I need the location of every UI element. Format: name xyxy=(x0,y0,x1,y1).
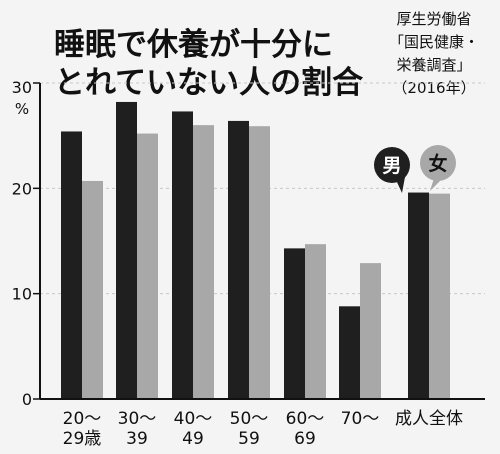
bar xyxy=(305,244,326,399)
x-tick-label: 50〜 xyxy=(230,409,269,429)
bar xyxy=(116,101,137,400)
x-tick-label: 39 xyxy=(126,429,148,449)
legend-label: 女 xyxy=(428,152,447,175)
legend-layer: 男女 xyxy=(374,145,456,193)
source-line-3: 栄養調査」 xyxy=(396,56,472,74)
x-tick-label: 70〜 xyxy=(341,409,380,429)
source-line-2: 「国民健康・ xyxy=(388,33,479,51)
bar xyxy=(360,263,381,399)
x-tick-label: 20〜 xyxy=(63,409,102,429)
y-tick-label: 0 xyxy=(22,390,32,409)
bar xyxy=(137,133,158,399)
x-tick-label: 40〜 xyxy=(174,409,213,429)
axis-layer: 0 10 20 30% 20〜29歳 30〜39 40〜49 50〜59 60〜69 70〜 成人全… xyxy=(12,78,485,449)
bar-layer xyxy=(61,101,450,400)
source-line-1: 厚生労働省 xyxy=(396,10,472,28)
bar xyxy=(249,126,270,399)
legend-bubble-tail xyxy=(430,177,444,191)
x-tick-label: 30〜 xyxy=(118,409,157,429)
bar xyxy=(228,120,249,400)
legend-label: 男 xyxy=(382,155,401,177)
bar xyxy=(284,248,305,399)
bar xyxy=(429,193,450,399)
legend-bubble-tail xyxy=(396,177,405,193)
legend-bubble xyxy=(374,147,410,183)
x-tick-label: 49 xyxy=(182,429,204,449)
chart-title-line-1: 睡眠で休養が十分に xyxy=(54,27,333,63)
legend-male: 男 xyxy=(374,147,410,193)
legend-female: 女 xyxy=(420,145,456,191)
x-tick-label: 60〜 xyxy=(286,409,325,429)
y-tick-label: 30 xyxy=(12,78,32,97)
legend-bubble xyxy=(420,145,456,181)
bar xyxy=(193,125,214,399)
y-tick-label: 10 xyxy=(12,285,32,304)
bar xyxy=(408,192,429,399)
bar xyxy=(61,131,82,399)
bar xyxy=(82,180,103,399)
x-tick-label: 成人全体 xyxy=(395,409,463,429)
x-tick-label: 69 xyxy=(294,429,316,449)
y-unit-label: % xyxy=(15,100,29,118)
bar xyxy=(339,306,360,399)
y-tick-label: 20 xyxy=(12,179,32,198)
x-tick-label: 59 xyxy=(238,429,260,449)
x-tick-label: 29歳 xyxy=(63,429,102,449)
bar xyxy=(172,111,193,399)
